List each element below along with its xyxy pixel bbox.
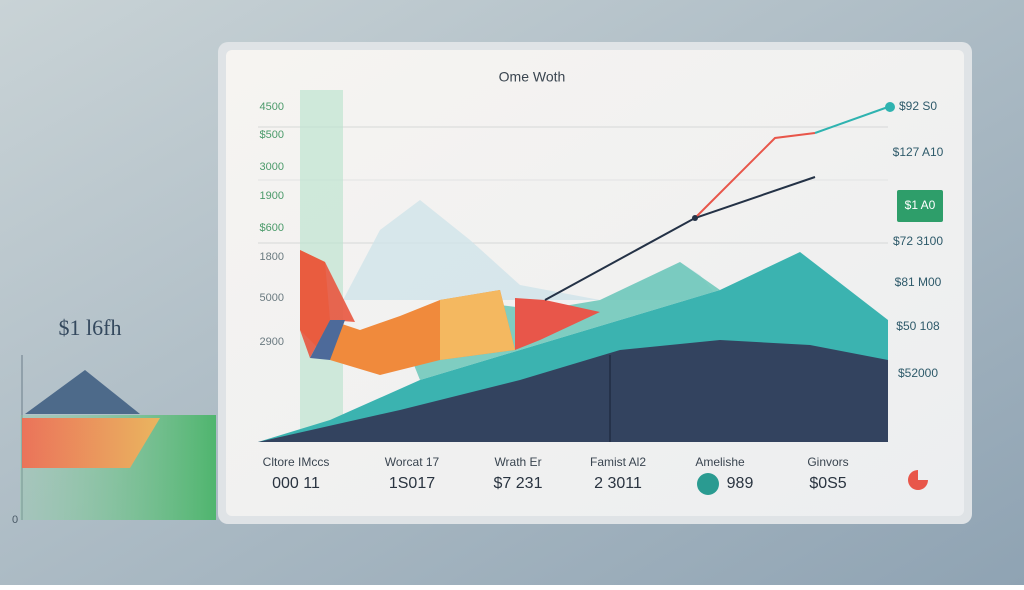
stat-label: Famist Al2 bbox=[590, 455, 646, 469]
axis-label: $50 108 bbox=[896, 319, 940, 333]
stat-label: Worcat 17 bbox=[385, 455, 440, 469]
stat-value: $0S5 bbox=[809, 475, 846, 492]
area bbox=[310, 320, 345, 360]
side-panel: $1 l6fh 0 bbox=[12, 315, 216, 526]
stat-label: Cltore IMccs bbox=[263, 455, 330, 469]
stat-value: 989 bbox=[727, 475, 754, 492]
axis-label: $52000 bbox=[898, 366, 938, 380]
plot bbox=[258, 90, 895, 442]
area bbox=[343, 200, 720, 300]
axis-label: $1 A0 bbox=[905, 198, 936, 212]
point bbox=[885, 102, 895, 112]
stat-label: Amelishe bbox=[695, 455, 745, 469]
stat-value: $7 231 bbox=[494, 475, 543, 492]
axis-label: $81 M00 bbox=[895, 275, 942, 289]
area bbox=[258, 340, 888, 442]
shape bbox=[22, 418, 160, 468]
axis-label: 4500 bbox=[260, 101, 284, 113]
axis-label: $127 A10 bbox=[893, 145, 944, 159]
axis-label: 0 bbox=[12, 514, 18, 526]
icon bbox=[697, 473, 719, 495]
stat-label: Ginvors bbox=[807, 455, 848, 469]
line bbox=[694, 132, 816, 219]
stat-value: 1S017 bbox=[389, 475, 435, 492]
stat-value: 000 11 bbox=[272, 475, 320, 492]
axis-label: 3000 bbox=[260, 161, 284, 173]
shape bbox=[25, 370, 140, 414]
axis-label: 1900 bbox=[260, 190, 284, 202]
side-title: $1 l6fh bbox=[59, 315, 122, 340]
area bbox=[300, 250, 355, 358]
chart-title: Ome Woth bbox=[499, 69, 566, 85]
line bbox=[814, 106, 889, 134]
axis-label: $600 bbox=[260, 222, 284, 234]
axis-label: $92 S0 bbox=[899, 99, 937, 113]
stat-value: 2 3011 bbox=[594, 475, 642, 492]
badge bbox=[897, 190, 943, 222]
area bbox=[440, 290, 515, 360]
stat-label: Wrath Er bbox=[494, 455, 541, 469]
axis-label: $500 bbox=[260, 129, 284, 141]
icon bbox=[908, 470, 928, 490]
area bbox=[515, 298, 600, 350]
point bbox=[692, 215, 698, 221]
axis-label: 2900 bbox=[260, 336, 284, 348]
axis-label: $72 3100 bbox=[893, 234, 943, 248]
axis-label: 1800 bbox=[260, 251, 284, 263]
axis-label: 5000 bbox=[260, 292, 284, 304]
